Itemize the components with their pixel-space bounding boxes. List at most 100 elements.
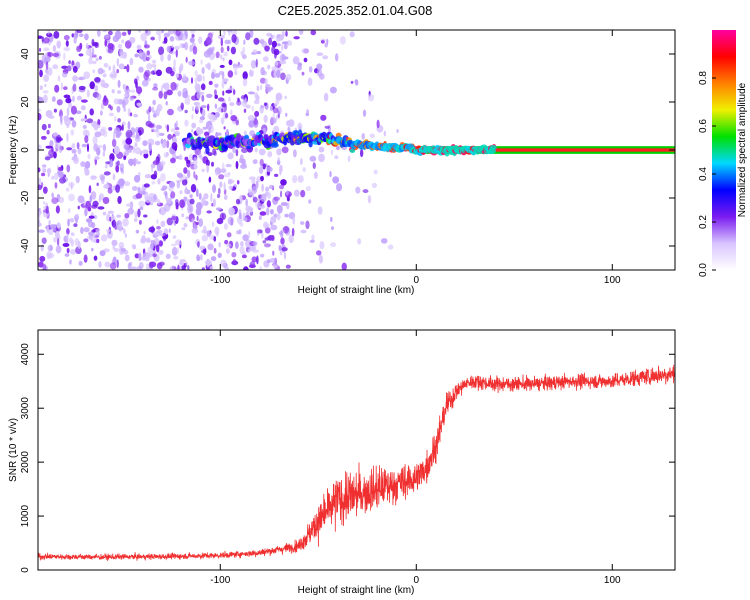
spectrogram-noise-blob <box>199 245 206 250</box>
spectrogram-noise-blob <box>214 94 218 99</box>
spectrogram-noise-blob <box>283 225 290 234</box>
spectrogram-noise-blob <box>144 196 152 203</box>
spectrogram-noise-blob <box>272 107 279 114</box>
spectrogram-noise-blob <box>97 118 101 126</box>
spectrogram-noise-blob <box>221 162 225 171</box>
spectrogram-noise-blob <box>224 266 229 270</box>
spectrogram-noise-blob <box>160 138 164 144</box>
spectrogram-noise-blob <box>258 215 262 221</box>
spectrogram-noise-blob <box>150 36 156 41</box>
spectrogram-noise-blob <box>259 77 266 84</box>
spectrogram-noise-blob <box>123 150 128 157</box>
spectrogram-noise-blob <box>95 57 99 62</box>
spectrogram-y-label: Frequency (Hz) <box>8 116 19 185</box>
spectrogram-noise-blob <box>134 147 142 155</box>
spectrogram-noise-blob <box>159 249 164 255</box>
spectrogram-noise-blob <box>63 34 70 41</box>
spectrogram-noise-blob <box>225 128 229 138</box>
spectrogram-noise-blob <box>60 119 63 126</box>
spectrogram-noise-blob <box>134 53 139 58</box>
spectrogram-noise-blob <box>280 201 288 207</box>
spectrogram-noise-blob <box>166 89 173 96</box>
spectrogram-noise-blob <box>236 63 243 69</box>
spectrogram-noise-blob <box>129 112 133 117</box>
spectrogram-noise-blob <box>116 160 120 167</box>
spectrogram-noise-blob <box>270 34 274 40</box>
spectrogram-noise-blob <box>205 37 212 46</box>
spectrogram-noise-blob <box>122 100 126 109</box>
spectrogram-noise-blob <box>143 152 149 159</box>
spectrogram-noise-blob <box>223 223 228 230</box>
spectrogram-noise-blob <box>280 237 285 245</box>
spectrogram-noise-blob <box>239 154 244 161</box>
spectrogram-noise-blob <box>42 90 49 94</box>
spectrogram-noise-blob <box>212 184 217 193</box>
spectrogram-noise-blob <box>99 110 103 116</box>
spectrogram-noise-blob <box>105 161 111 165</box>
spectrogram-noise-blob <box>161 30 164 34</box>
spectrogram-noise-blob <box>104 34 110 39</box>
spectrogram-noise-blob <box>308 66 313 73</box>
spectrogram-noise-blob <box>117 79 121 88</box>
spectrogram-noise-blob <box>269 105 273 111</box>
spectrogram-noise-blob <box>89 194 93 203</box>
spectrogram-noise-blob <box>91 47 95 57</box>
spectrogram-noise-blob <box>349 31 355 38</box>
spectrogram-noise-blob <box>273 196 281 201</box>
spectrogram-noise-blob <box>121 124 124 131</box>
spectrogram-noise-blob <box>84 207 88 217</box>
spectrogram-noise-blob <box>160 84 164 93</box>
spectrogram-noise-blob <box>268 184 274 190</box>
spectrogram-noise-blob <box>316 68 323 77</box>
spectrogram-noise-blob <box>73 156 80 165</box>
spectrogram-noise-blob <box>376 119 380 129</box>
snr-y-label: SNR (10 * v/v) <box>8 418 19 482</box>
spectrogram-noise-blob <box>243 266 249 270</box>
spectrogram-noise-blob <box>211 202 214 207</box>
spectrogram-noise-blob <box>83 227 90 233</box>
spectrogram-noise-blob <box>286 120 292 127</box>
spectrogram-noise-blob <box>93 255 98 261</box>
spectrogram-noise-blob <box>307 77 313 86</box>
spectrogram-noise-blob <box>42 186 48 194</box>
spectrogram-noise-blob <box>157 198 161 206</box>
spectrogram-noise-blob <box>223 126 226 130</box>
spectrogram-noise-blob <box>200 105 207 109</box>
spectrogram-noise-blob <box>223 173 231 178</box>
spectrogram-ridge-blob <box>335 132 342 138</box>
spectrogram-noise-blob <box>247 248 251 253</box>
y-tick-label: 2000 <box>20 451 31 474</box>
spectrogram-noise-blob <box>143 71 150 81</box>
spectrogram-noise-blob <box>191 114 194 120</box>
spectrogram-noise-blob <box>285 190 289 196</box>
spectrogram-noise-blob <box>226 232 232 238</box>
spectrogram-noise-blob <box>116 68 120 74</box>
spectrogram-noise-blob <box>123 155 127 161</box>
spectrogram-noise-blob <box>151 181 156 185</box>
spectrogram-noise-blob <box>111 138 117 148</box>
y-tick-label: 0 <box>20 147 31 153</box>
spectrogram-noise-blob <box>240 164 247 170</box>
spectrogram-noise-blob <box>320 40 325 44</box>
spectrogram-noise-blob <box>153 237 160 246</box>
spectrogram-noise-blob <box>248 120 255 128</box>
spectrogram-noise-blob <box>196 74 203 82</box>
spectrogram-noise-blob <box>191 218 194 224</box>
spectrogram-noise-blob <box>258 166 264 174</box>
spectrogram-noise-blob <box>152 160 160 165</box>
spectrogram-noise-blob <box>287 126 291 133</box>
spectrogram-noise-blob <box>279 35 284 41</box>
spectrogram-noise-blob <box>86 143 89 153</box>
spectrogram-noise-blob <box>201 67 205 75</box>
spectrogram-noise-blob <box>300 158 303 165</box>
spectrogram-noise-blob <box>249 130 255 137</box>
spectrogram-noise-blob <box>72 95 75 103</box>
spectrogram-noise-blob <box>195 202 203 211</box>
spectrogram-noise-blob <box>274 173 279 178</box>
spectrogram-noise-blob <box>44 52 48 58</box>
spectrogram-noise-blob <box>53 30 60 39</box>
spectrogram-noise-blob <box>222 57 225 62</box>
spectrogram-noise-blob <box>297 122 303 131</box>
spectrogram-noise-blob <box>129 57 134 66</box>
spectrogram-noise-blob <box>100 126 107 132</box>
